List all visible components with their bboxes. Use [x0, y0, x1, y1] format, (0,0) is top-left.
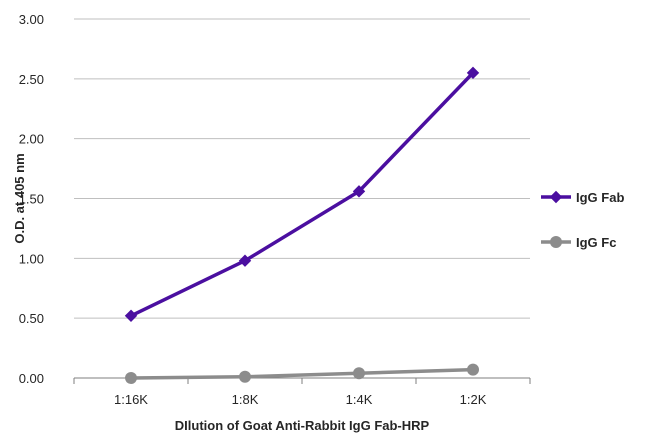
y-tick-label: 1.00	[19, 251, 44, 266]
data-point-igg-fab	[126, 310, 137, 321]
y-tick-label: 0.50	[19, 311, 44, 326]
data-point-igg-fc	[125, 372, 137, 384]
x-axis-title: DIlution of Goat Anti-Rabbit IgG Fab-HRP	[175, 418, 430, 433]
y-tick-label: 3.00	[19, 12, 44, 27]
series-group	[125, 67, 479, 384]
y-axis-title: O.D. at 405 nm	[12, 153, 27, 243]
legend-label-igg-fc: IgG Fc	[576, 235, 616, 250]
series-igg-fab	[126, 67, 479, 321]
y-tick-label: 2.50	[19, 72, 44, 87]
legend: IgG Fab IgG Fc	[541, 190, 624, 250]
tick-labels: 0.000.501.001.502.002.503.001:16K 1:8K 1:4…	[19, 12, 487, 407]
x-tick-label: 1:8K	[232, 392, 259, 407]
legend-marker-igg-fc	[550, 236, 562, 248]
x-tick-label: 1:4K	[346, 392, 373, 407]
data-point-igg-fc	[467, 364, 479, 376]
x-tick-label: 1:16K	[114, 392, 148, 407]
y-tick-label: 0.00	[19, 371, 44, 386]
series-line-igg-fc	[131, 370, 473, 378]
legend-item-igg-fab: IgG Fab	[541, 190, 624, 205]
data-point-igg-fc	[239, 371, 251, 383]
legend-label-igg-fab: IgG Fab	[576, 190, 624, 205]
x-tick-label: 1:2K	[460, 392, 487, 407]
series-line-igg-fab	[131, 73, 473, 316]
data-point-igg-fc	[353, 367, 365, 379]
y-tick-label: 2.00	[19, 132, 44, 147]
legend-item-igg-fc: IgG Fc	[541, 235, 616, 250]
gridlines	[74, 19, 530, 318]
legend-marker-igg-fab	[551, 192, 562, 203]
